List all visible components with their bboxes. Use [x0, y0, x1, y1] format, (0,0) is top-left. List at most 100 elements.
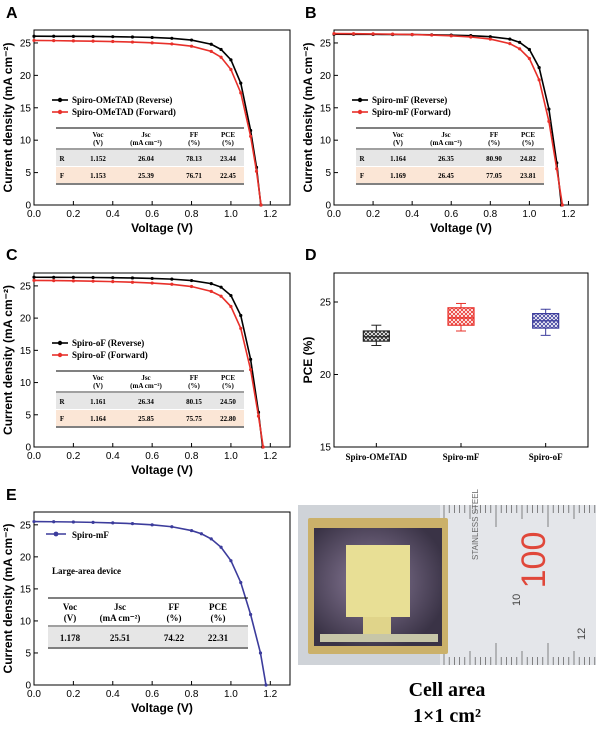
- data-point-C-1-13: [249, 368, 253, 372]
- y-tick-label-D-1: 20: [320, 370, 332, 381]
- legend-label-B-1: Spiro-mF (Forward): [372, 107, 451, 117]
- table-header-B-0: Voc: [392, 131, 403, 139]
- table-row-label-B-1: F: [360, 172, 364, 180]
- table-cell-B-0-3: 24.82: [520, 155, 536, 163]
- y-tick-label-E-1: 5: [25, 648, 31, 659]
- data-point-C-1-11: [229, 304, 233, 309]
- table-cell-B-1-1: 26.45: [438, 172, 454, 180]
- data-point-C-1-12: [239, 326, 243, 331]
- data-point-B-1-1: [351, 32, 356, 36]
- y-tick-label-C-4: 20: [20, 314, 32, 325]
- table-row-bg-C-0: [56, 393, 244, 409]
- table-header-unit-C-2: (%): [188, 382, 200, 390]
- x-tick-label-A-1: 0.2: [66, 209, 80, 220]
- y-tick-label-B-2: 10: [320, 136, 332, 147]
- ruler-mark-12: 12: [576, 628, 588, 640]
- y-tick-label-C-1: 5: [25, 410, 31, 421]
- data-point-B-0-10: [518, 40, 522, 44]
- data-point-A-0-6: [150, 35, 154, 40]
- data-point-A-1-5: [130, 40, 135, 44]
- table-cell-E-3: 22.31: [208, 633, 229, 643]
- table-row-bg-A-1: [56, 167, 244, 183]
- chart-panel-A: 0.0 0.2 0.4 0.6 0.8 1.0 1.2 0 5 10 15 20 25 Voltage (…: [1, 29, 291, 235]
- data-point-C-0-13: [249, 357, 253, 361]
- x-axis-label-B: Voltage (V): [430, 221, 492, 235]
- chart-panel-B: 0.0 0.2 0.4 0.6 0.8 1.0 1.2 0 5 10 15 20 25 Voltage (…: [301, 29, 589, 235]
- y-tick-label-C-5: 25: [20, 281, 32, 292]
- table-row-bg-C-1: [56, 410, 244, 426]
- data-point-E-0-15: [258, 651, 263, 655]
- table-header-unit-E-0: (V): [64, 613, 77, 623]
- data-point-B-1-13: [547, 119, 551, 123]
- data-point-E-0-2: [71, 520, 75, 524]
- table-row-label-C-0: R: [59, 398, 65, 406]
- plot-frame-C: [33, 272, 291, 448]
- x-axis-label-E: Voltage (V): [131, 701, 193, 715]
- table-cell-A-0-2: 78.13: [186, 155, 202, 163]
- legend-marker-B-0: [357, 97, 363, 103]
- table-cell-C-1-3: 22.80: [220, 415, 236, 423]
- data-point-C-0-6: [150, 276, 154, 281]
- data-point-C-1-5: [130, 280, 135, 284]
- legend-marker-A-1: [57, 109, 63, 115]
- table-header-C-1: Jsc: [141, 374, 150, 382]
- table-row-bg-B-0: [356, 150, 544, 166]
- data-point-A-1-9: [209, 49, 213, 53]
- table-cell-C-0-1: 26.34: [138, 398, 154, 406]
- panel-label-D: D: [305, 247, 317, 264]
- table-header-C-0: Voc: [92, 374, 103, 382]
- table-cell-B-0-2: 80.90: [486, 155, 502, 163]
- data-point-A-0-7: [170, 36, 174, 40]
- data-point-C-1-8: [189, 284, 194, 289]
- series-line-A-1: [33, 39, 262, 206]
- table-header-A-3: PCE: [221, 131, 235, 139]
- table-cell-A-1-3: 22.45: [220, 172, 236, 180]
- data-point-A-1-11: [229, 67, 233, 72]
- legend-label-C-1: Spiro-oF (Forward): [72, 350, 148, 360]
- data-point-B-1-3: [391, 32, 395, 36]
- y-axis-label-B: Current density (mA cm⁻²): [301, 43, 315, 193]
- x-tick-label-A-0: 0.0: [27, 209, 41, 220]
- data-point-A-1-6: [150, 41, 154, 45]
- y-tick-label-E-4: 20: [20, 552, 32, 563]
- data-point-A-1-15: [259, 203, 263, 207]
- data-point-B-1-4: [410, 32, 414, 37]
- data-point-B-1-10: [518, 47, 522, 51]
- panel-label-E: E: [6, 487, 17, 504]
- table-cell-A-0-3: 23.44: [220, 155, 236, 163]
- table-header-B-3: PCE: [521, 131, 535, 139]
- data-point-A-0-12: [239, 81, 243, 85]
- data-point-A-0-1: [52, 34, 56, 38]
- data-point-C-1-0: [32, 278, 36, 283]
- table-cell-E-1: 25.51: [110, 633, 131, 643]
- table-header-C-3: PCE: [221, 374, 235, 382]
- legend-marker-A-0: [57, 97, 63, 103]
- table-row-bg-B-1: [356, 167, 544, 183]
- table-header-unit-B-3: (%): [522, 139, 534, 147]
- data-point-B-1-15: [560, 203, 565, 207]
- table-cell-B-0-1: 26.35: [438, 155, 454, 163]
- y-tick-label-A-3: 15: [20, 103, 32, 114]
- table-cell-A-0-1: 26.04: [138, 155, 154, 163]
- table-header-unit-C-3: (%): [222, 382, 234, 390]
- table-header-unit-A-1: (mA cm⁻²): [130, 139, 162, 147]
- table-header-B-2: FF: [490, 131, 499, 139]
- panel-label-B: B: [305, 5, 317, 22]
- y-tick-label-B-5: 25: [320, 38, 332, 49]
- x-axis-label-C: Voltage (V): [131, 463, 193, 477]
- table-header-unit-B-2: (%): [488, 139, 500, 147]
- y-axis-label-E: Current density (mA cm⁻²): [1, 524, 15, 674]
- data-point-A-1-10: [219, 55, 223, 59]
- category-label-D-1: Spiro-mF: [443, 452, 480, 462]
- y-tick-label-A-1: 5: [25, 168, 31, 179]
- table-header-unit-E-3: (%): [211, 613, 226, 623]
- x-tick-label-E-1: 0.2: [66, 689, 80, 700]
- data-point-B-1-12: [537, 78, 541, 82]
- data-point-B-1-5: [430, 33, 434, 37]
- plot-frame-D: [333, 272, 589, 448]
- data-point-C-1-10: [219, 294, 223, 298]
- table-header-E-0: Voc: [63, 602, 77, 612]
- y-tick-label-D-0: 15: [320, 443, 332, 454]
- data-point-A-1-14: [254, 169, 259, 173]
- table-header-E-2: FF: [169, 602, 180, 612]
